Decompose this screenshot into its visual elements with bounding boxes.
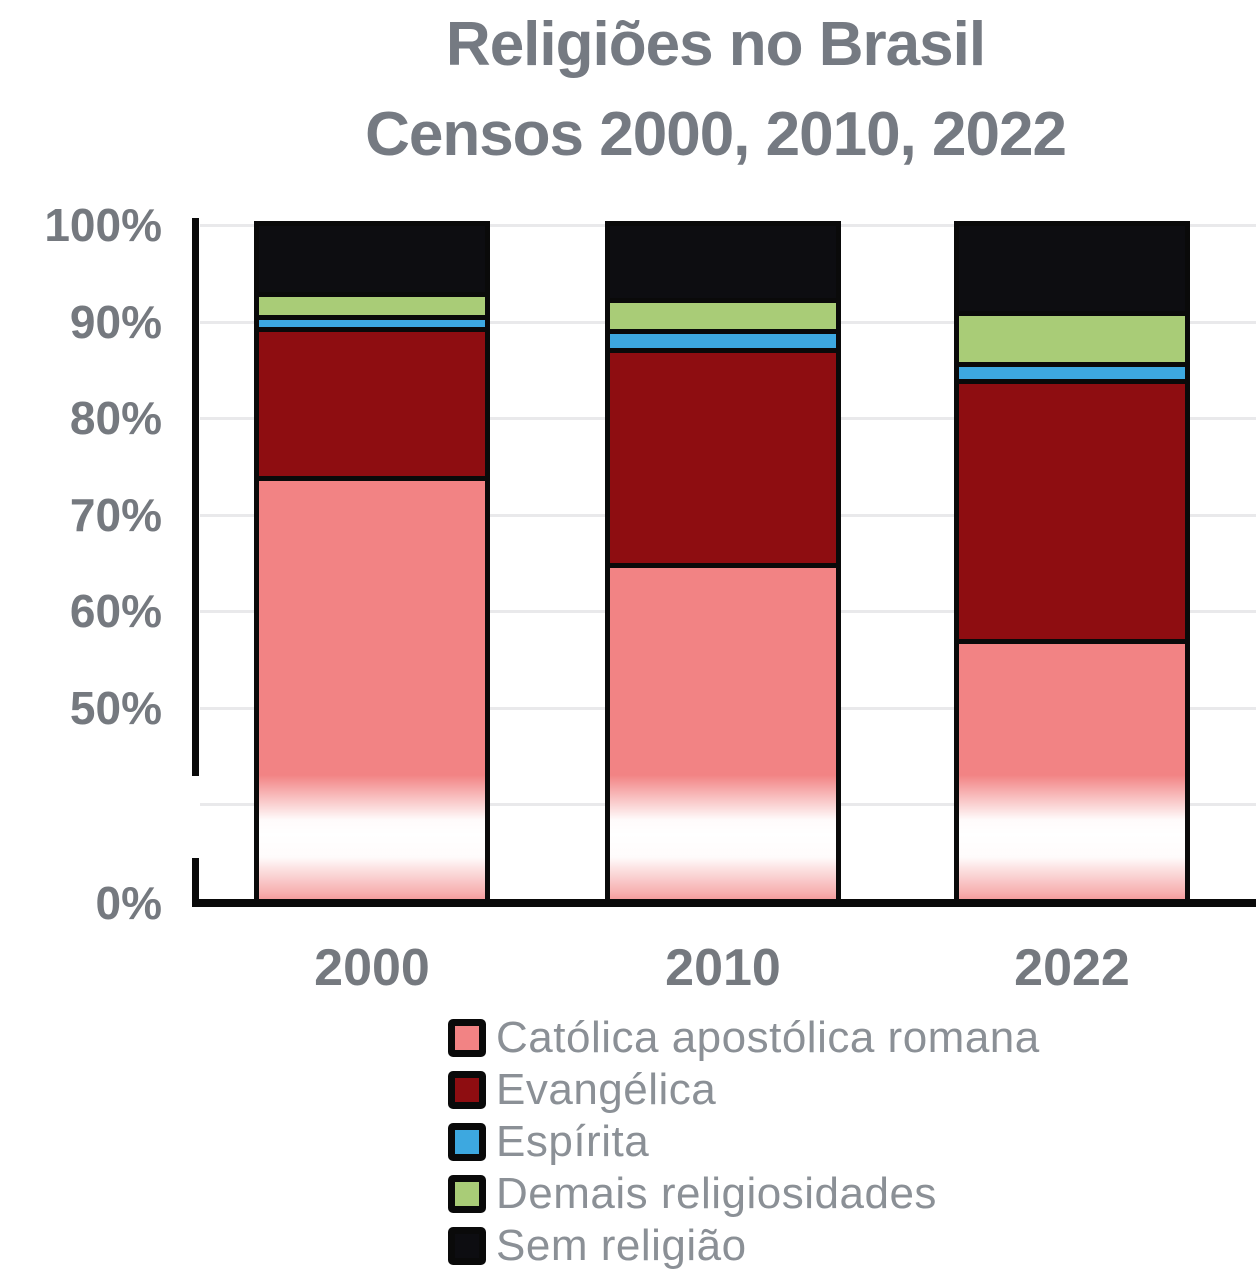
y-axis-label-90: 90% <box>69 295 162 348</box>
bar-segment-2000-sem-religião <box>259 226 485 298</box>
axis-break-fade <box>610 775 836 908</box>
axis-break-fade <box>959 775 1185 908</box>
y-axis-label-0: 0% <box>95 877 162 929</box>
y-axis-label-80: 80% <box>69 392 162 445</box>
y-axis-label-70: 70% <box>69 488 162 541</box>
bar-segment-2022-sem-religião <box>959 226 1185 316</box>
plot-area: 100% 90% 80% 70% 60% 50% 0% 2000 2010 2022 <box>44 199 1256 997</box>
bar-segment-2000-evangélica <box>259 332 485 481</box>
legend-label: Católica apostólica romana <box>496 1013 1040 1062</box>
legend-item: Sem religião <box>448 1220 1040 1272</box>
bar-2010 <box>605 221 841 908</box>
bar-2022 <box>954 221 1190 908</box>
bar-segment-2010-demais-religiosidades <box>610 303 836 335</box>
chart-title-line2: Censos 2000, 2010, 2022 <box>365 100 1067 169</box>
x-axis-label-2022: 2022 <box>1014 939 1130 997</box>
legend-label: Evangélica <box>496 1065 717 1114</box>
legend-swatch-demais-religiosidades <box>448 1175 486 1213</box>
y-axis-label-60: 60% <box>69 585 162 638</box>
bar-segment-2010-sem-religião <box>610 226 836 304</box>
bar-segment-2010-espírita <box>610 334 836 354</box>
x-axis-label-2010: 2010 <box>665 939 781 997</box>
legend-swatch-católica-apostólica-romana <box>448 1019 486 1057</box>
legend-swatch-evangélica <box>448 1071 486 1109</box>
y-axis-label-100: 100% <box>44 199 162 251</box>
x-axis-label-2000: 2000 <box>314 939 430 997</box>
legend-swatch-espírita <box>448 1123 486 1161</box>
legend-label: Sem religião <box>496 1221 747 1270</box>
bar-segment-2000-demais-religiosidades <box>259 297 485 320</box>
y-axis-line-upper <box>192 218 199 776</box>
axis-break-fade <box>259 775 485 908</box>
y-axis-label-50: 50% <box>69 681 162 734</box>
legend-item: Espírita <box>448 1116 1040 1168</box>
legend-label: Demais religiosidades <box>496 1169 937 1218</box>
bar-segment-2022-demais-religiosidades <box>959 315 1185 367</box>
bar-2000 <box>254 221 490 908</box>
legend-item: Evangélica <box>448 1064 1040 1116</box>
y-axis-line-lower <box>192 858 199 907</box>
bar-segment-2022-espírita <box>959 366 1185 385</box>
legend: Católica apostólica romana Evangélica Espí… <box>448 1012 1040 1272</box>
legend-item: Demais religiosidades <box>448 1168 1040 1220</box>
chart-title: Religiões no Brasil Censos 2000, 2010, 2… <box>185 0 1246 180</box>
bar-segment-2010-evangélica <box>610 353 836 568</box>
legend-swatch-sem-religião <box>448 1227 486 1265</box>
chart-title-line1: Religiões no Brasil <box>445 10 986 79</box>
x-axis-line <box>192 899 1256 907</box>
legend-item: Católica apostólica romana <box>448 1012 1040 1064</box>
bar-segment-2022-evangélica <box>959 384 1185 645</box>
bar-segment-2000-espírita <box>259 319 485 333</box>
legend-label: Espírita <box>496 1117 650 1166</box>
